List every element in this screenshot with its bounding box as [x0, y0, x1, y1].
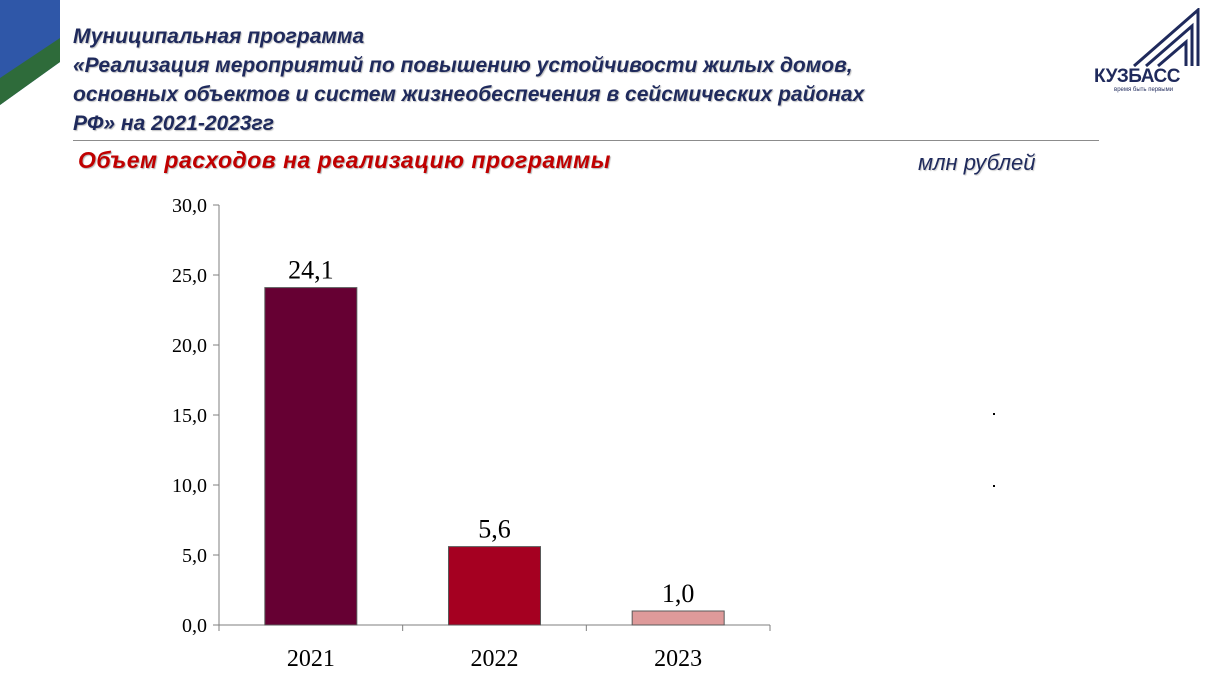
data-label: 24,1: [288, 256, 334, 285]
bar-2021: [264, 287, 358, 626]
stray-dot: [993, 413, 995, 415]
x-tick-label: 2022: [471, 646, 519, 672]
y-tick-label: 20,0: [172, 335, 207, 357]
logo-slogan: время быть первыми: [1114, 87, 1174, 93]
unit-label: млн рублей: [918, 150, 1036, 175]
bar-2023: [631, 610, 725, 626]
kuzbass-logo: КУЗБАСС время быть первыми: [1094, 8, 1206, 98]
stray-dot: [993, 485, 995, 487]
x-tick-label: 2023: [654, 646, 702, 672]
title-line-4: РФ» на 2021-2023гг: [73, 112, 274, 135]
y-tick-label: 30,0: [172, 195, 207, 217]
title-line-2: «Реализация мероприятий по повышению уст…: [73, 54, 853, 77]
y-tick-label: 25,0: [172, 265, 207, 287]
title-line-1: Муниципальная программа: [73, 25, 365, 48]
y-tick-label: 5,0: [182, 545, 207, 567]
chart-subtitle: Объем расходов на реализацию программы: [78, 147, 611, 173]
data-label: 5,6: [478, 515, 511, 544]
logo-text: КУЗБАСС: [1094, 66, 1180, 87]
bar-2022: [448, 546, 541, 626]
title-line-3: основных объектов и систем жизнеобеспече…: [73, 83, 865, 106]
header-divider: [73, 140, 1099, 141]
corner-decoration: [0, 0, 60, 105]
x-tick-label: 2021: [287, 646, 335, 672]
data-label: 1,0: [662, 579, 695, 608]
y-tick-label: 10,0: [172, 475, 207, 497]
logo-mark-icon: [1133, 8, 1200, 68]
program-title: Муниципальная программа «Реализация меро…: [73, 22, 1103, 138]
y-tick-label: 0,0: [182, 615, 207, 637]
y-tick-label: 15,0: [172, 405, 207, 427]
